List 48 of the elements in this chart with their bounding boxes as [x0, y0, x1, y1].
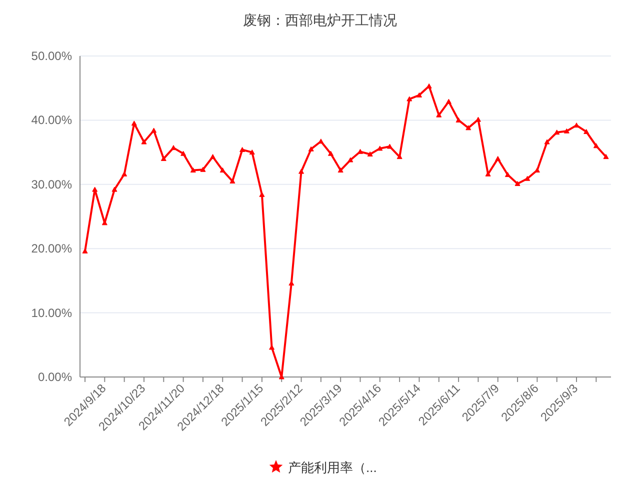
y-tick-label: 10.00%	[31, 306, 72, 320]
point	[593, 143, 599, 148]
point	[338, 168, 344, 173]
point	[151, 128, 157, 133]
point	[504, 172, 510, 178]
legend-label: 产能利用率（...	[288, 460, 377, 475]
point	[131, 120, 137, 126]
chart-title: 废钢：西部电炉开工情况	[243, 12, 397, 28]
point	[190, 168, 196, 173]
y-tick-label: 0.00%	[38, 370, 72, 384]
y-tick-label: 50.00%	[31, 49, 72, 63]
point	[495, 156, 501, 161]
point	[112, 186, 118, 192]
point	[367, 151, 373, 156]
point	[554, 130, 560, 135]
point	[141, 139, 147, 144]
point	[200, 166, 206, 172]
point	[564, 128, 570, 134]
point	[308, 146, 314, 152]
point	[180, 150, 186, 156]
point	[288, 280, 294, 286]
point	[377, 146, 383, 151]
point	[348, 157, 354, 162]
point	[160, 156, 166, 161]
y-tick-label: 40.00%	[31, 113, 72, 128]
y-tick-label: 30.00%	[31, 177, 72, 192]
point	[240, 146, 246, 152]
point	[584, 129, 590, 134]
point	[220, 168, 226, 173]
point	[466, 125, 472, 130]
point	[92, 186, 98, 192]
point	[416, 92, 422, 98]
point	[249, 150, 255, 155]
point	[328, 150, 334, 156]
point	[524, 176, 530, 181]
point	[406, 96, 412, 102]
point	[446, 98, 452, 104]
point	[170, 145, 176, 150]
point	[298, 168, 304, 174]
point	[259, 192, 265, 197]
point	[230, 178, 236, 184]
point	[544, 139, 550, 144]
point	[436, 112, 442, 118]
point	[210, 154, 216, 160]
point	[514, 181, 520, 186]
y-tick-label: 20.00%	[31, 242, 72, 256]
point	[386, 144, 392, 149]
point	[603, 154, 609, 160]
